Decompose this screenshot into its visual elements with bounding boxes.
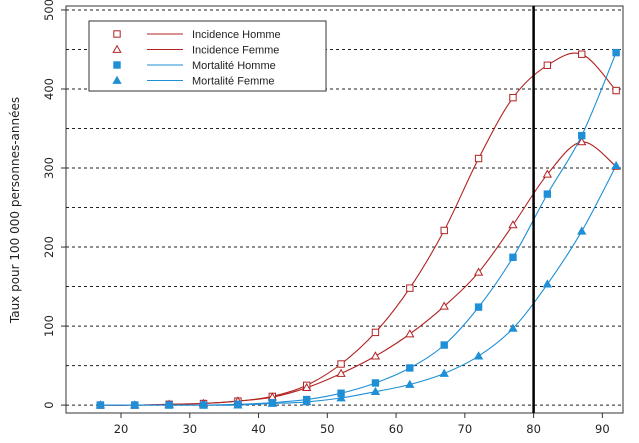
data-point: [578, 131, 586, 140]
y-tick-label: 500: [42, 0, 56, 21]
data-point: [543, 190, 552, 198]
x-tick-label: 90: [595, 422, 610, 436]
data-point: [405, 379, 415, 388]
data-point: [406, 364, 414, 372]
legend-label: Incidence Femme: [192, 45, 279, 57]
data-point: [508, 323, 518, 332]
x-tick-label: 60: [389, 422, 404, 436]
legend-marker: [113, 61, 121, 69]
data-point: [302, 397, 312, 406]
data-point: [302, 382, 312, 392]
data-point: [612, 48, 620, 57]
data-point: [370, 386, 381, 396]
data-point: [233, 400, 243, 409]
data-point: [543, 61, 552, 69]
x-tick-label: 70: [458, 422, 473, 436]
y-tick-label: 400: [42, 78, 56, 100]
legend-marker: [113, 30, 121, 38]
data-point: [440, 341, 448, 349]
data-point: [509, 93, 517, 102]
grid-lines: [66, 9, 623, 406]
y-tick-label: 100: [42, 315, 56, 337]
data-point: [577, 137, 587, 146]
series-line-4: [100, 165, 617, 406]
data-point: [440, 226, 448, 235]
series-markers: [95, 48, 621, 409]
data-point: [577, 226, 587, 235]
data-point: [508, 220, 518, 229]
legend: Incidence Homme Incidence Femme Mortalité …: [88, 20, 327, 92]
data-point: [542, 279, 553, 288]
data-point: [474, 154, 483, 163]
data-point: [370, 351, 381, 360]
data-point: [578, 50, 586, 58]
data-point: [439, 301, 449, 310]
series-line-3: [100, 52, 617, 406]
series-line-1: [100, 52, 617, 406]
data-point: [95, 400, 106, 409]
data-point: [509, 253, 517, 262]
data-point: [542, 169, 553, 178]
data-point: [473, 351, 484, 360]
data-point: [336, 368, 346, 377]
data-point: [473, 267, 484, 276]
data-point: [164, 400, 174, 409]
legend-label: Mortalité Homme: [192, 60, 276, 72]
data-point: [405, 329, 415, 338]
y-tick-label: 200: [42, 236, 56, 258]
plot-area-frame: [65, 5, 624, 414]
x-tick-label: 30: [182, 422, 197, 436]
x-tick-label: 80: [526, 422, 541, 436]
x-tick-label: 20: [114, 422, 129, 436]
data-point: [371, 328, 380, 337]
data-point: [611, 160, 621, 169]
data-point: [371, 379, 380, 387]
data-point: [612, 86, 620, 95]
legend-box: [88, 20, 327, 92]
data-point: [267, 398, 277, 407]
x-tick-label: 40: [251, 422, 266, 436]
data-point: [336, 393, 346, 402]
data-point: [337, 360, 345, 368]
legend-label: Mortalité Femme: [192, 76, 275, 88]
data-point: [406, 284, 414, 292]
data-point: [198, 400, 209, 409]
series-curves: [100, 52, 617, 406]
data-point: [130, 400, 140, 409]
x-tick-label: 50: [320, 422, 335, 436]
axes: 20 30 40 50 60 70 80 90 0 100 200 300 400 500: [42, 0, 610, 436]
data-point: [474, 303, 483, 311]
legend-label: Incidence Homme: [192, 29, 281, 41]
legend-marker: [112, 44, 122, 53]
y-axis-label: Taux pour 100 000 personnes-années: [8, 97, 22, 324]
y-tick-label: 0: [42, 401, 56, 408]
series-line-2: [100, 141, 617, 406]
y-tick-label: 300: [42, 157, 56, 179]
legend-marker: [112, 75, 122, 84]
data-point: [439, 368, 449, 377]
